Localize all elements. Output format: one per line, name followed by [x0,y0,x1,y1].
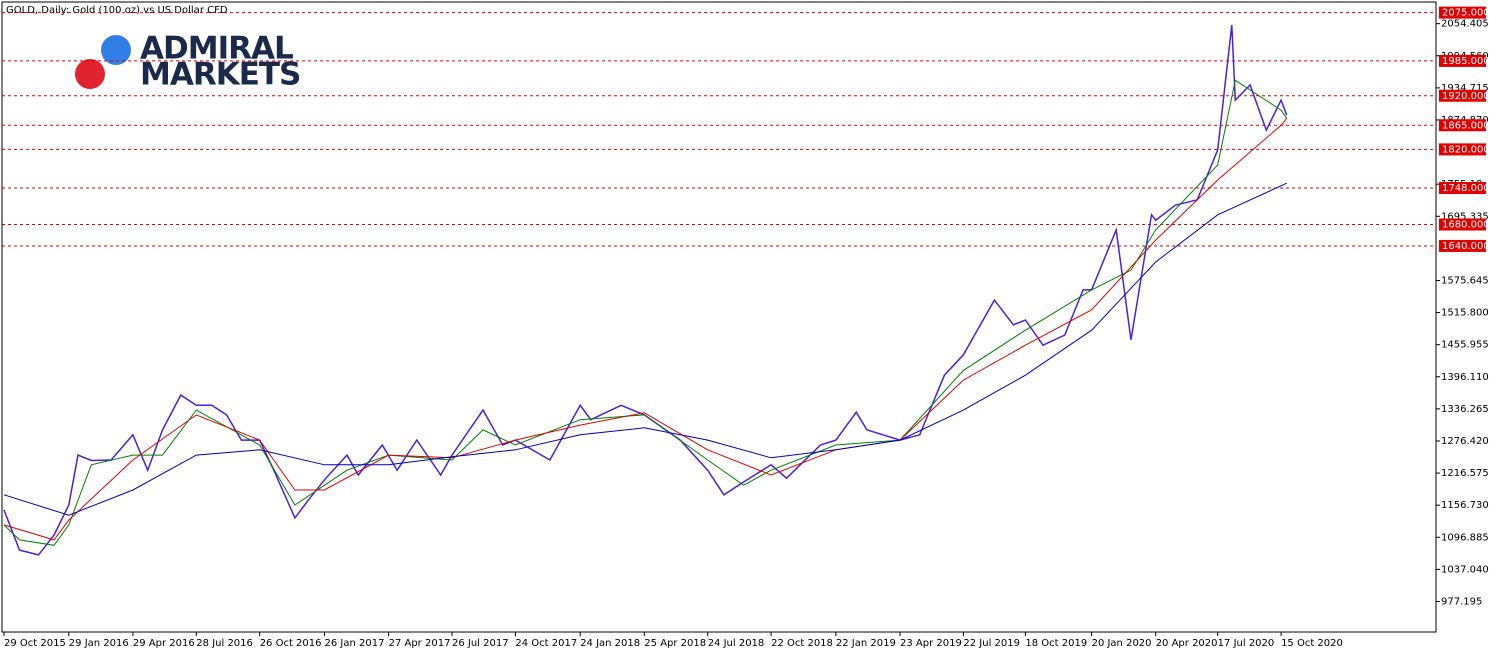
y-tick-label: 2054.405 [1441,19,1489,30]
level-label: 1865.000 [1442,120,1490,131]
x-tick-label: 24 Jan 2018 [580,638,640,649]
x-tick-label: 22 Jan 2019 [836,638,896,649]
price-line [3,117,1288,541]
x-tick-label: 18 Oct 2019 [1025,638,1087,649]
level-label: 1680.000 [1442,219,1490,230]
x-tick-label: 17 Jul 2020 [1218,638,1275,649]
level-label: 1640.000 [1442,241,1490,252]
level-label: 1748.000 [1442,183,1490,194]
logo-text: MARKETS [140,57,300,93]
y-tick-label: 1695.335 [1441,211,1489,222]
price-line [3,79,1288,546]
level-label: 1985.000 [1442,56,1490,67]
plot-frame [1,1,1437,633]
x-tick-label: 25 Apr 2018 [644,638,706,649]
y-tick-label: 1396.110 [1441,372,1489,383]
y-tick-label: 1216.575 [1441,468,1489,479]
level-label: 1820.000 [1442,144,1490,155]
level-label: 2075.000 [1442,8,1490,19]
y-tick-label: 1096.885 [1441,532,1489,543]
x-tick-label: 24 Jul 2018 [708,638,765,649]
x-tick-label: 22 Jul 2019 [963,638,1020,649]
y-tick-label: 1575.645 [1441,275,1489,286]
level-label-box [1439,182,1486,195]
x-tick-label: 23 Apr 2019 [900,638,962,649]
level-label-box [1439,6,1486,19]
level-label: 1920.000 [1442,91,1490,102]
x-tick-label: 22 Oct 2018 [771,638,833,649]
x-tick-label: 29 Oct 2015 [4,638,66,649]
logo-circle [75,59,105,89]
x-tick-label: 24 Oct 2017 [515,638,577,649]
level-label-box [1439,54,1486,67]
level-label-box [1439,89,1486,102]
y-tick-label: 1156.730 [1441,500,1489,511]
level-label-box [1439,239,1486,252]
level-label-box [1439,218,1486,231]
x-tick-label: 29 Apr 2016 [133,638,195,649]
logo-circle [101,35,131,65]
chart-title: GOLD, Daily: Gold (100 oz) vs US Dollar … [6,5,228,16]
price-line [3,182,1287,516]
y-tick-label: 1515.800 [1441,308,1489,319]
y-tick-label: 1276.420 [1441,436,1489,447]
x-tick-label: 26 Oct 2016 [260,638,322,649]
level-label-box [1439,143,1486,156]
y-tick-label: 1934.715 [1441,83,1489,94]
x-tick-label: 15 Oct 2020 [1281,638,1343,649]
x-tick-label: 27 Apr 2017 [389,638,451,649]
x-tick-label: 29 Jan 2016 [69,638,129,649]
x-tick-label: 28 Jul 2016 [196,638,253,649]
x-tick-label: 20 Apr 2020 [1156,638,1218,649]
x-tick-label: 26 Jul 2017 [452,638,509,649]
level-label-box [1439,119,1486,132]
x-tick-label: 26 Jan 2017 [325,638,385,649]
y-tick-label: 977.195 [1441,596,1482,607]
y-tick-label: 1455.955 [1441,340,1489,351]
y-tick-label: 1037.040 [1441,564,1489,575]
x-tick-label: 20 Jan 2020 [1092,638,1152,649]
y-tick-label: 1336.265 [1441,404,1489,415]
